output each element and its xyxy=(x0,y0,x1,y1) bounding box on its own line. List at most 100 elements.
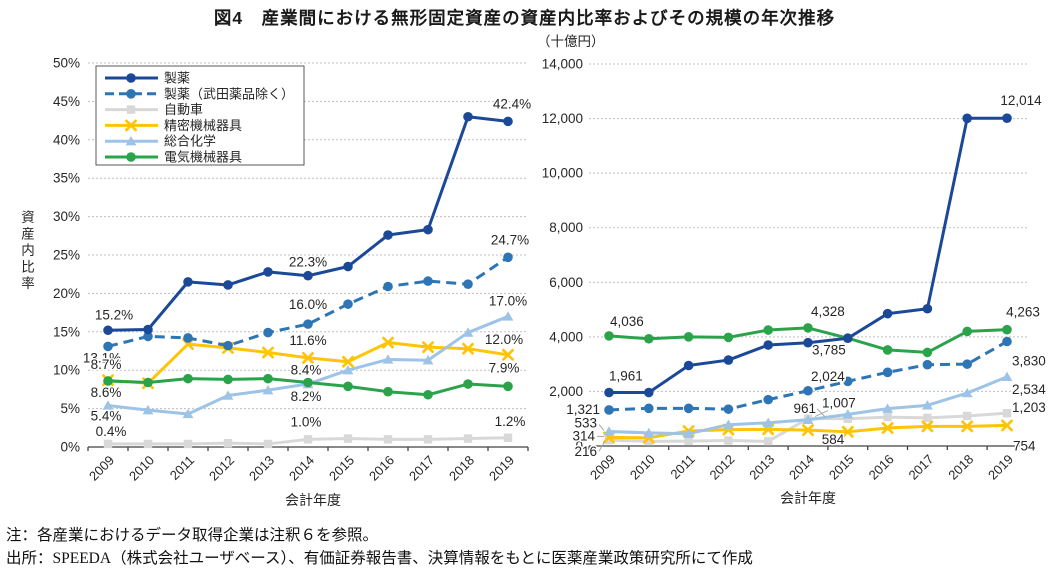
svg-text:2015: 2015 xyxy=(326,453,357,484)
svg-text:2011: 2011 xyxy=(667,452,697,482)
svg-text:2014: 2014 xyxy=(786,452,817,483)
svg-text:10%: 10% xyxy=(53,363,80,378)
x-tick-labels: 2009 2010 2011 2012 2013 2014 2015 2016 2017 2018… xyxy=(587,452,1016,483)
legend-item-label: 自動車 xyxy=(164,102,203,117)
x-axis xyxy=(87,446,529,451)
svg-text:25%: 25% xyxy=(53,248,80,263)
label-precision-2014: 11.6% xyxy=(289,333,326,348)
svg-text:0: 0 xyxy=(575,439,583,454)
svg-text:2018: 2018 xyxy=(446,453,477,484)
svg-text:2013: 2013 xyxy=(746,452,777,483)
label-pharma-2009: 15.2% xyxy=(95,307,133,322)
label-automobile-2019: 1,203 xyxy=(1012,400,1046,415)
svg-text:30%: 30% xyxy=(53,209,80,224)
label-automobile-2009: 0.4% xyxy=(96,424,127,439)
svg-text:14,000: 14,000 xyxy=(542,57,583,72)
series-electrical xyxy=(604,323,1012,358)
label-chemistry-2009: 5.4% xyxy=(91,409,122,424)
svg-text:2016: 2016 xyxy=(866,452,897,483)
svg-text:40%: 40% xyxy=(53,132,80,147)
series-chemistry xyxy=(603,371,1013,438)
svg-text:5%: 5% xyxy=(60,401,80,416)
label-precision-2009: 8.7% xyxy=(91,357,122,372)
svg-text:35%: 35% xyxy=(53,171,80,186)
svg-text:20%: 20% xyxy=(53,286,80,301)
series-precision xyxy=(603,419,1013,444)
label-precision-2009: 314 xyxy=(572,428,595,443)
svg-text:2019: 2019 xyxy=(985,452,1016,483)
svg-text:2014: 2014 xyxy=(286,453,317,484)
legend-item-label: 総合化学 xyxy=(164,134,216,149)
label-chemistry-2014: 961 xyxy=(793,401,816,416)
legend-item-electrical: 電気機械器具 xyxy=(105,150,242,165)
label-electrical-2009: 8.6% xyxy=(91,385,122,400)
x-axis-title: 会計年度 xyxy=(780,490,836,506)
label-pharma-ex-takeda-2014: 2,024 xyxy=(811,369,845,384)
label-pharma-ex-takeda-2009: 1,321 xyxy=(566,402,600,417)
x-axis-title: 会計年度 xyxy=(285,492,341,508)
svg-text:12,000: 12,000 xyxy=(542,111,583,126)
label-pharma-2019: 42.4% xyxy=(493,96,531,111)
svg-text:2009: 2009 xyxy=(86,453,117,484)
note-line: 注：各産業におけるデータ取得企業は注釈６を参照。 xyxy=(6,527,379,544)
series-electrical xyxy=(103,373,513,400)
label-automobile-2014: 1.0% xyxy=(291,414,322,429)
legend-item-chemistry: 総合化学 xyxy=(105,134,216,149)
svg-text:2012: 2012 xyxy=(206,453,237,484)
label-precision-2019: 12.0% xyxy=(485,332,523,347)
legend-item-pharma-ex-takeda: 製薬（武田薬品除く） xyxy=(105,86,294,101)
label-automobile-2014: 1,007 xyxy=(822,396,856,411)
label-pharma-2019: 12,014 xyxy=(1000,93,1042,108)
ratio-line-chart: 0%5%10%15%20%25%30%35%40%45%50%2009 2010 2… xyxy=(53,56,533,509)
label-electrical-2014: 8.4% xyxy=(291,362,322,377)
label-chemistry-2009: 533 xyxy=(574,415,597,430)
label-chemistry-2019: 2,534 xyxy=(1012,382,1046,397)
x-axis xyxy=(588,445,1028,450)
legend-item-precision: 精密機械器具 xyxy=(105,118,242,133)
svg-text:2010: 2010 xyxy=(627,452,658,483)
svg-text:2011: 2011 xyxy=(167,453,197,483)
figure-title: 図4 産業間における無形固定資産の資産内比率およびその規模の年次推移 xyxy=(213,8,836,28)
legend-item-pharma: 製薬 xyxy=(105,71,190,86)
label-chemistry-2019: 17.0% xyxy=(489,293,527,308)
svg-text:2,000: 2,000 xyxy=(549,384,583,399)
legend-item-label: 製薬（武田薬品除く） xyxy=(164,86,294,101)
data-labels: 1,961 3,785 12,014 1,321 2,024 3,830 216 1,007 1… xyxy=(565,92,1048,461)
label-automobile-2009: 216 xyxy=(574,444,597,459)
svg-text:0%: 0% xyxy=(60,440,80,455)
left-y-axis-title: 資産内比率 xyxy=(19,210,34,293)
label-electrical-2009: 4,036 xyxy=(610,314,644,329)
label-precision-2014: 584 xyxy=(822,432,845,447)
legend-item-label: 電気機械器具 xyxy=(164,150,242,165)
label-precision-2019: 754 xyxy=(1013,438,1036,453)
y-axis-unit-label: （十億円） xyxy=(537,34,605,49)
svg-text:2018: 2018 xyxy=(945,452,976,483)
svg-text:15%: 15% xyxy=(53,324,80,339)
legend-item-automobile: 自動車 xyxy=(105,102,203,117)
svg-text:2019: 2019 xyxy=(486,453,517,484)
series-pharma-ex-takeda xyxy=(604,336,1012,415)
label-pharma-ex-takeda-2019: 24.7% xyxy=(491,232,529,247)
data-labels: 15.2% 22.3% 42.4% 13.1% 16.0% 24.7% 0.4% 1.0% 1.… xyxy=(81,95,532,441)
label-pharma-2014: 3,785 xyxy=(812,343,846,358)
svg-text:2017: 2017 xyxy=(406,453,437,484)
y-tick-labels: 0% 5% 10% 15% 20% 25% 30% 35% 40% 45% 50% xyxy=(53,56,80,455)
svg-text:2017: 2017 xyxy=(905,452,936,483)
svg-text:2013: 2013 xyxy=(246,453,277,484)
series-pharma-ex-takeda xyxy=(103,252,513,352)
label-pharma-2014: 22.3% xyxy=(289,255,327,270)
svg-text:45%: 45% xyxy=(53,94,80,109)
legend-item-label: 精密機械器具 xyxy=(164,118,242,133)
source-line: 出所：SPEEDA（株式会社ユーザベース）、有価証券報告書、決算情報をもとに医薬… xyxy=(6,550,753,567)
series-automobile xyxy=(103,433,513,449)
svg-text:10,000: 10,000 xyxy=(542,166,583,181)
svg-text:2016: 2016 xyxy=(366,453,397,484)
series-pharma xyxy=(103,111,513,336)
label-electrical-2019: 7.9% xyxy=(489,360,520,375)
svg-text:4,000: 4,000 xyxy=(549,329,583,344)
svg-text:2012: 2012 xyxy=(706,452,737,483)
x-tick-labels: 2009 2010 2011 2012 2013 2014 2015 2016 2017 2018… xyxy=(86,453,517,484)
svg-text:2015: 2015 xyxy=(826,452,857,483)
